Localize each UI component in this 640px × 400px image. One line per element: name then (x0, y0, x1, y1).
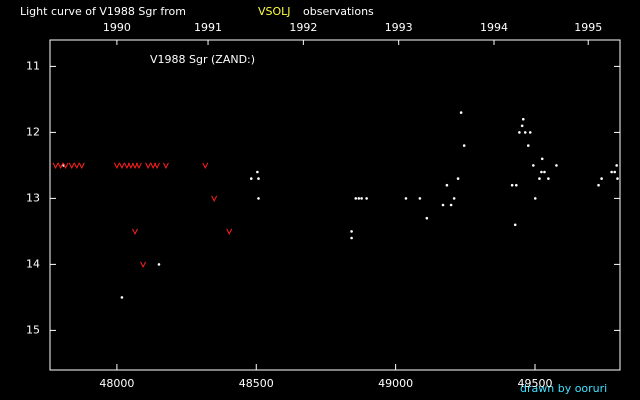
data-point (528, 131, 532, 134)
data-point (533, 197, 537, 200)
y-tick-label: 15 (26, 323, 40, 336)
credit: drawn by ooruri (520, 382, 607, 395)
data-point (257, 197, 260, 200)
limit-marker (52, 162, 59, 170)
y-tick-label: 11 (26, 59, 40, 72)
data-point (350, 230, 353, 233)
data-point (538, 177, 541, 180)
data-point (520, 124, 524, 128)
limit-marker (123, 162, 130, 170)
limit-marker (211, 195, 218, 203)
data-point (449, 203, 453, 207)
limit-marker (78, 162, 85, 170)
data-point (350, 236, 353, 240)
limit-marker (57, 162, 64, 170)
data-point (462, 144, 466, 147)
data-point (610, 170, 613, 174)
data-point (357, 197, 361, 200)
data-point (404, 197, 408, 200)
limit-marker (68, 162, 75, 170)
data-point (523, 131, 527, 134)
data-point (365, 197, 368, 200)
data-point (600, 177, 603, 180)
x2-tick-label: 1994 (480, 21, 508, 34)
data-point (543, 170, 546, 174)
y-tick-label: 14 (26, 257, 40, 270)
data-point (540, 157, 544, 161)
plot-frame (49, 39, 621, 371)
data-point (157, 263, 161, 266)
data-point (445, 183, 449, 187)
data-point (613, 170, 617, 174)
x-tick-label: 48000 (99, 377, 134, 390)
data-point (597, 183, 600, 187)
x2-tick-label: 1995 (574, 21, 602, 34)
limit-marker (202, 162, 209, 170)
x2-tick-label: 1990 (103, 21, 131, 34)
limit-marker (140, 261, 147, 269)
data-point (616, 177, 619, 180)
data-point (521, 117, 525, 121)
data-point (249, 177, 253, 180)
data-point (257, 177, 260, 180)
data-point (518, 131, 521, 134)
limit-marker (118, 162, 125, 170)
limit-marker (145, 162, 152, 170)
data-point (256, 170, 259, 174)
chart-title-suffix: observations (303, 5, 374, 18)
data-point (354, 197, 358, 200)
x-tick-label: 48500 (239, 377, 274, 390)
x2-tick-label: 1992 (289, 21, 317, 34)
limit-marker (135, 162, 142, 170)
data-point (547, 177, 550, 180)
limit-marker (62, 162, 69, 170)
limit-marker (73, 162, 80, 170)
chart-subtitle: V1988 Sgr (ZAND:) (150, 53, 255, 66)
limit-marker (154, 162, 160, 170)
data-point (615, 164, 618, 167)
limit-marker (127, 162, 134, 170)
limit-marker (132, 228, 138, 236)
limit-marker (226, 228, 233, 236)
data-point (532, 164, 535, 167)
data-point (555, 164, 558, 167)
x-tick-label: 49500 (517, 377, 552, 390)
data-point (441, 203, 445, 207)
data-point (456, 177, 460, 180)
x2-tick-label: 1991 (194, 21, 222, 34)
data-point (540, 170, 543, 174)
chart-title: Light curve of V1988 Sgr from (20, 5, 186, 18)
limit-marker (113, 162, 120, 170)
data-point (513, 223, 517, 227)
data-point (510, 183, 514, 187)
y-tick-label: 13 (26, 191, 40, 204)
x-tick-label: 49000 (378, 377, 413, 390)
data-point (360, 197, 363, 200)
data-point (515, 183, 518, 187)
data-point (418, 197, 422, 200)
limit-marker (150, 162, 157, 170)
data-point (452, 197, 456, 200)
data-point (459, 111, 463, 114)
x2-tick-label: 1993 (385, 21, 413, 34)
limit-marker (163, 162, 169, 170)
y-tick-label: 12 (26, 125, 40, 138)
data-point (526, 144, 530, 147)
data-point (425, 216, 429, 220)
chart-title-source: VSOLJ (258, 5, 291, 18)
limit-marker (132, 162, 138, 170)
data-point (120, 296, 124, 299)
